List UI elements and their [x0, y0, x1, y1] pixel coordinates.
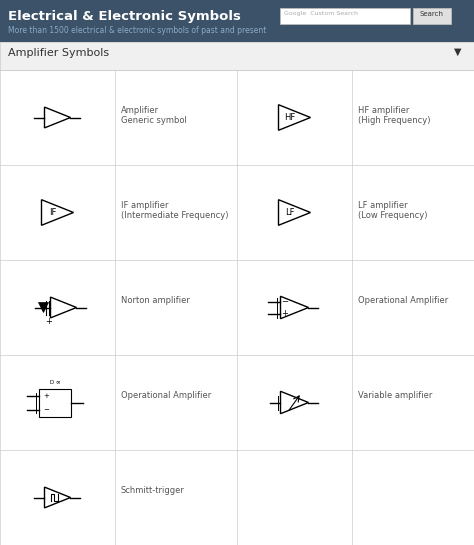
- Text: −: −: [281, 297, 288, 306]
- Text: +: +: [281, 309, 288, 318]
- Bar: [280, 8, 410, 24]
- Text: HF: HF: [284, 113, 295, 122]
- Text: +: +: [44, 392, 49, 398]
- Bar: [115, 355, 237, 450]
- Bar: [0, 165, 115, 260]
- Bar: [413, 8, 451, 24]
- Text: D ∞: D ∞: [50, 380, 61, 385]
- Polygon shape: [38, 302, 48, 312]
- Bar: [352, 165, 474, 260]
- Bar: [237, 70, 352, 165]
- Text: Operational Amplifier: Operational Amplifier: [358, 296, 448, 305]
- Text: ▼: ▼: [454, 47, 462, 57]
- Bar: [237, 260, 352, 355]
- Text: Amplifier: Amplifier: [121, 106, 159, 115]
- Text: −: −: [44, 407, 49, 413]
- Bar: [237, 165, 352, 260]
- Text: IF: IF: [49, 208, 56, 217]
- Bar: [237, 450, 352, 545]
- Text: Electrical & Electronic Symbols: Electrical & Electronic Symbols: [8, 10, 241, 23]
- Text: +: +: [45, 318, 52, 326]
- Text: HF amplifier: HF amplifier: [358, 106, 410, 115]
- Text: LF: LF: [285, 208, 294, 217]
- Bar: [352, 70, 474, 165]
- Bar: [115, 70, 237, 165]
- Bar: [0, 450, 115, 545]
- Text: (High Frequency): (High Frequency): [358, 116, 430, 125]
- Text: Generic symbol: Generic symbol: [121, 116, 187, 125]
- Bar: [352, 260, 474, 355]
- Text: Schmitt-trigger: Schmitt-trigger: [121, 486, 185, 495]
- Text: Google  Custom Search: Google Custom Search: [284, 11, 358, 16]
- Text: IF amplifier: IF amplifier: [121, 201, 168, 210]
- Text: LF amplifier: LF amplifier: [358, 201, 408, 210]
- Text: Search: Search: [420, 11, 444, 17]
- Bar: [237, 355, 352, 450]
- Text: More than 1500 electrical & electronic symbols of past and present: More than 1500 electrical & electronic s…: [8, 26, 266, 35]
- Bar: [0, 355, 115, 450]
- Bar: [115, 165, 237, 260]
- Bar: [39, 389, 72, 416]
- Text: Amplifier Symbols: Amplifier Symbols: [8, 48, 109, 58]
- Bar: [115, 450, 237, 545]
- Bar: [0, 260, 115, 355]
- Text: (Intermediate Frequency): (Intermediate Frequency): [121, 211, 228, 220]
- Text: Operational Amplifier: Operational Amplifier: [121, 391, 211, 400]
- Bar: [352, 355, 474, 450]
- Bar: [0, 42, 474, 70]
- Text: Variable amplifier: Variable amplifier: [358, 391, 432, 400]
- Bar: [115, 260, 237, 355]
- Bar: [352, 450, 474, 545]
- Text: (Low Frequency): (Low Frequency): [358, 211, 428, 220]
- Text: Norton amplifier: Norton amplifier: [121, 296, 190, 305]
- Bar: [0, 70, 115, 165]
- Bar: [0, 0, 474, 42]
